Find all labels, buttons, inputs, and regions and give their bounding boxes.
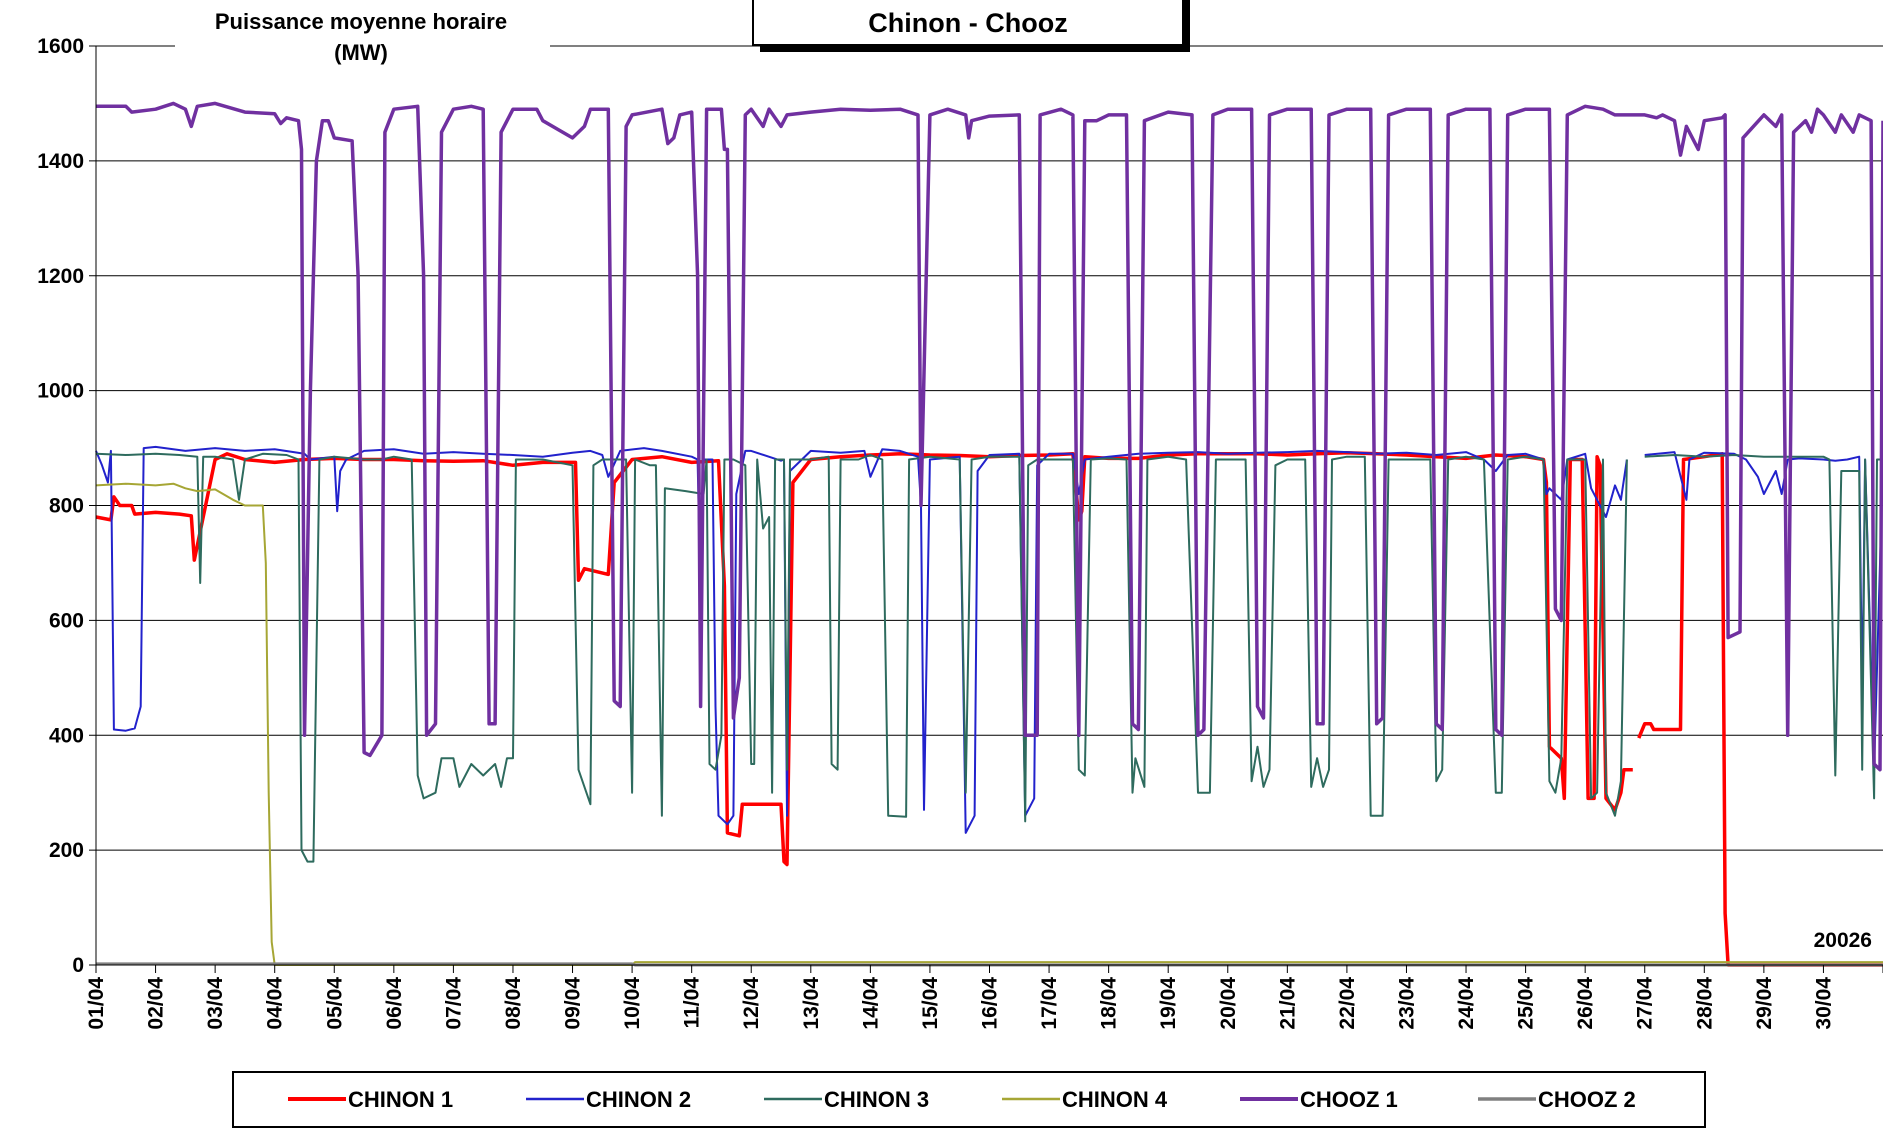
annotation-20026: 20026 [1814, 929, 1872, 952]
legend-box [232, 1071, 1706, 1128]
plot-area [95, 101, 1883, 967]
y-axis-ticks: 0 200 400 600 800 1000 1200 1400 1600 [37, 35, 97, 977]
x-tick-label: 11/04 [681, 977, 704, 1029]
y-axis-label-box [175, 4, 550, 72]
x-tick-label: 07/04 [442, 977, 465, 1030]
legend-label: CHINON 2 [586, 1087, 691, 1112]
y-tick-label: 200 [49, 839, 84, 862]
y-tick-label: 600 [49, 609, 84, 632]
y-tick-label: 1400 [37, 150, 84, 173]
series-line-chinon-3 [95, 452, 1883, 863]
chart-title: Chinon - Chooz [868, 8, 1067, 38]
legend-label: CHINON 4 [1062, 1087, 1168, 1112]
x-tick-label: 20/04 [1217, 977, 1240, 1030]
x-tick-label: 17/04 [1038, 977, 1061, 1030]
x-tick-label: 12/04 [740, 977, 763, 1030]
x-tick-label: 15/04 [919, 977, 942, 1030]
legend-label: CHINON 1 [348, 1087, 453, 1112]
legend-label: CHOOZ 1 [1300, 1087, 1398, 1112]
y-tick-label: 1600 [37, 35, 84, 58]
x-tick-label: 28/04 [1693, 977, 1716, 1030]
y-tick-label: 800 [49, 495, 84, 518]
y-tick-label: 1200 [37, 265, 84, 288]
x-tick-label: 21/04 [1276, 977, 1299, 1030]
x-tick-label: 29/04 [1753, 977, 1776, 1030]
title-box [752, 0, 1184, 46]
x-tick-label: 09/04 [562, 977, 585, 1030]
gridlines [96, 45, 1883, 966]
x-tick-label: 19/04 [1157, 977, 1180, 1030]
legend: CHINON 1 CHINON 2 CHINON 3 CHINON 4 CHOOZ 1 C… [288, 1087, 1636, 1112]
series-line-chinon-4 [95, 482, 1883, 966]
x-tick-label: 24/04 [1455, 977, 1478, 1030]
x-tick-label: 25/04 [1515, 977, 1538, 1030]
x-tick-label: 05/04 [323, 977, 346, 1030]
x-tick-label: 27/04 [1634, 977, 1657, 1030]
y-tick-label: 1000 [37, 380, 84, 403]
x-tick-label: 04/04 [264, 977, 287, 1030]
x-tick-label: 03/04 [204, 977, 227, 1030]
x-tick-label: 10/04 [621, 977, 644, 1030]
y-tick-label: 0 [72, 954, 84, 977]
series-line-chooz-1 [96, 101, 1883, 772]
x-tick-label: 01/04 [85, 977, 108, 1030]
x-tick-label: 23/04 [1395, 977, 1418, 1030]
x-tick-label: 02/04 [145, 977, 168, 1030]
x-tick-label: 14/04 [859, 977, 882, 1030]
legend-label: CHINON 3 [824, 1087, 929, 1112]
x-tick-label: 06/04 [383, 977, 406, 1030]
x-tick-label: 13/04 [800, 977, 823, 1030]
y-tick-label: 400 [49, 724, 84, 747]
x-tick-label: 18/04 [1098, 977, 1121, 1030]
y-axis-label-line1: Puissance moyenne horaire [215, 9, 507, 34]
x-tick-label: 08/04 [502, 977, 525, 1030]
x-tick-label: 26/04 [1574, 977, 1597, 1030]
x-tick-label: 22/04 [1336, 977, 1359, 1030]
x-tick-label: 30/04 [1812, 977, 1835, 1030]
x-axis-ticks: 01/04 02/04 03/04 04/04 05/04 06/04 07/04 08/04… [85, 964, 1883, 1030]
y-axis-label-line2: (MW) [334, 40, 388, 65]
legend-label: CHOOZ 2 [1538, 1087, 1636, 1112]
x-tick-label: 16/04 [979, 977, 1002, 1030]
